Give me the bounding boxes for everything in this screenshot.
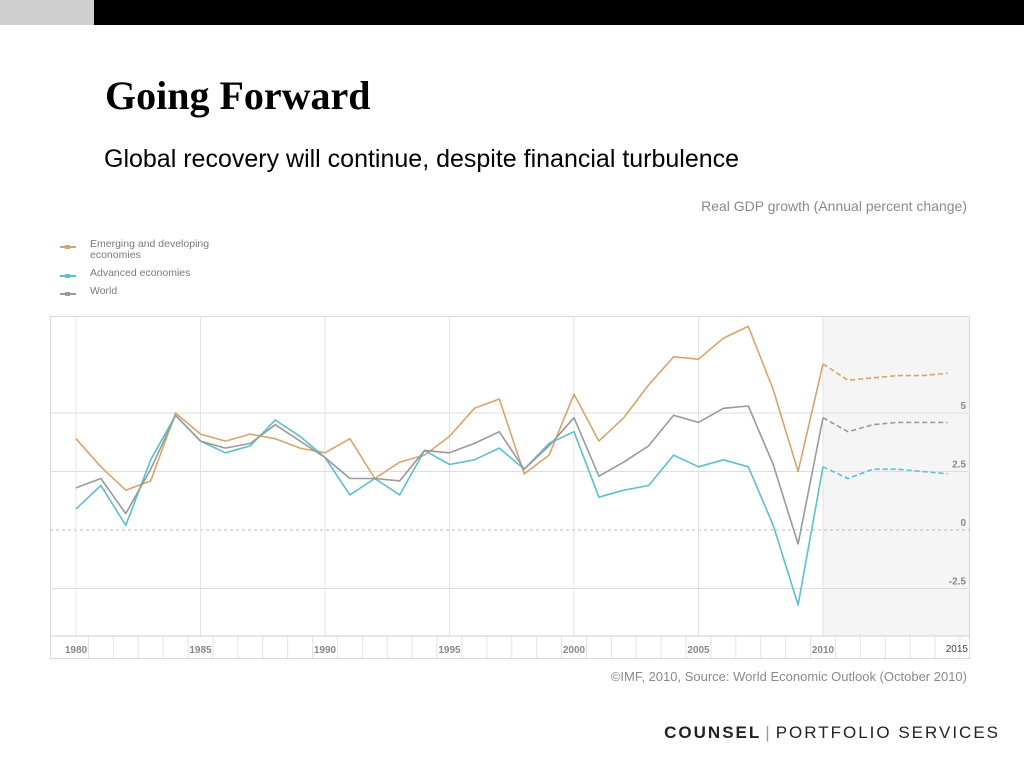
series-forecast-line-world — [822, 417, 948, 433]
series-line-emerging — [75, 325, 824, 491]
x-tick-label: 1995 — [438, 645, 461, 656]
legend-swatch-world — [60, 292, 76, 296]
chart-title: Real GDP growth (Annual percent change) — [701, 198, 967, 214]
slide-subtitle: Global recovery will continue, despite f… — [104, 145, 740, 173]
top-bar — [0, 0, 1024, 25]
legend-swatch-advanced — [60, 274, 76, 278]
y-tick-label: 0 — [960, 518, 966, 529]
x-tick-label: 2015 — [946, 644, 969, 655]
y-tick-label: 2.5 — [952, 460, 966, 471]
y-tick-label: 5 — [960, 401, 966, 412]
brand-separator: | — [765, 723, 772, 742]
legend-label-world: World — [90, 285, 118, 297]
brand-light: PORTFOLIO SERVICES — [775, 723, 1000, 742]
x-tick-label: 2000 — [563, 645, 586, 656]
x-tick-label: 2005 — [687, 645, 710, 656]
forecast-region — [823, 316, 970, 636]
series-forecast-line-emerging — [822, 363, 948, 382]
legend-item-emerging: Emerging and developing economies — [60, 239, 210, 261]
chart-legend: Emerging and developing economies Advanc… — [60, 239, 210, 304]
x-tick-label: 2010 — [812, 645, 835, 656]
brand-logo: COUNSEL | PORTFOLIO SERVICES — [664, 723, 1000, 743]
top-bar-accent — [0, 0, 94, 25]
y-tick-label: -2.5 — [949, 577, 967, 588]
legend-item-world: World — [60, 286, 210, 297]
plot-frame — [50, 316, 970, 659]
source-note: ©IMF, 2010, Source: World Economic Outlo… — [610, 669, 967, 684]
x-tick-label: 1990 — [314, 645, 337, 656]
legend-label-emerging: Emerging and developing economies — [90, 238, 210, 261]
x-tick-label: 1985 — [189, 645, 212, 656]
brand-bold: COUNSEL — [664, 723, 762, 742]
x-tick-label: 1980 — [65, 645, 88, 656]
gdp-line-chart: 5 2.5 0 -2.5 1980 1985 1990 1995 2000 2005 2010 201… — [50, 316, 970, 659]
legend-swatch-emerging — [60, 245, 76, 249]
series-forecast-line-advanced — [822, 466, 948, 480]
legend-item-advanced: Advanced economies — [60, 268, 210, 279]
slide-title: Going Forward — [105, 73, 371, 118]
series-line-world — [75, 405, 824, 545]
legend-label-advanced: Advanced economies — [90, 267, 191, 279]
